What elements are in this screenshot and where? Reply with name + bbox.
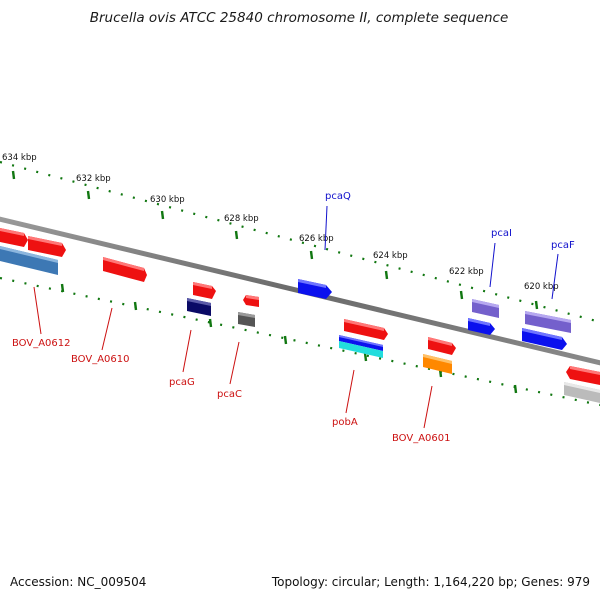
gene-pcaI[interactable] bbox=[472, 299, 499, 318]
gene-pcaG-navy[interactable] bbox=[187, 298, 211, 316]
leader-pcaG bbox=[182, 329, 192, 373]
map-title: Brucella ovis ATCC 25840 chromosome II, … bbox=[90, 10, 509, 26]
forward-genes bbox=[0, 228, 571, 350]
leader-BOV_A0610 bbox=[101, 307, 113, 351]
gene-pobA[interactable] bbox=[339, 335, 383, 358]
gene-pcaC-red[interactable] bbox=[243, 295, 259, 307]
label-pcaQ[interactable]: pcaQ bbox=[325, 191, 351, 202]
gene-blue-arrow-2[interactable] bbox=[522, 328, 567, 350]
kbp-label-632: 632 kbp bbox=[76, 174, 111, 184]
gene-pcaC-gray[interactable] bbox=[238, 312, 255, 327]
label-BOV_A0610[interactable]: BOV_A0610 bbox=[71, 354, 130, 365]
gene-steel-left[interactable] bbox=[0, 246, 58, 275]
gene-red-left-2[interactable] bbox=[28, 236, 66, 257]
gene-blue-arrow-1[interactable] bbox=[468, 318, 495, 335]
leader-pobA bbox=[345, 369, 355, 414]
label-BOV_A0601[interactable]: BOV_A0601 bbox=[392, 433, 451, 444]
label-leaders bbox=[33, 205, 559, 429]
gene-pcaF[interactable] bbox=[525, 311, 571, 333]
gene-red-far-right[interactable] bbox=[566, 366, 600, 385]
topology-summary: Topology: circular; Length: 1,164,220 bp… bbox=[271, 575, 590, 589]
accession-text: Accession: NC_009504 bbox=[10, 575, 146, 589]
label-pcaG[interactable]: pcaG bbox=[169, 377, 195, 388]
gene-BOV_A0601[interactable] bbox=[423, 354, 452, 374]
gene-red-left-1[interactable] bbox=[0, 228, 28, 247]
kbp-label-634: 634 kbp bbox=[2, 153, 37, 163]
kbp-label-620: 620 kbp bbox=[524, 282, 559, 292]
leader-pcaC bbox=[229, 341, 240, 385]
gene-labels: pcaQ pcaI pcaF BOV_A0612 BOV_A0610 pcaG … bbox=[12, 191, 575, 444]
inner-ruler-major-ticks bbox=[60, 283, 518, 394]
gene-pobA-red[interactable] bbox=[344, 319, 388, 340]
outer-ruler-major-ticks bbox=[11, 170, 539, 310]
label-pcaI[interactable]: pcaI bbox=[491, 228, 512, 239]
kbp-label-628: 628 kbp bbox=[224, 214, 259, 224]
reverse-genes bbox=[187, 282, 600, 403]
label-BOV_A0612[interactable]: BOV_A0612 bbox=[12, 338, 71, 349]
gene-pcaG-red[interactable] bbox=[193, 282, 216, 299]
kbp-label-630: 630 kbp bbox=[150, 195, 185, 205]
outer-ruler bbox=[0, 160, 600, 324]
gene-pcaQ[interactable] bbox=[298, 279, 332, 299]
leader-pcaI bbox=[489, 242, 496, 288]
gene-light-far-right[interactable] bbox=[564, 382, 600, 403]
kbp-label-622: 622 kbp bbox=[449, 267, 484, 277]
label-pcaC[interactable]: pcaC bbox=[217, 389, 242, 400]
leader-pcaF bbox=[551, 253, 559, 300]
gene-red-mid[interactable] bbox=[103, 257, 147, 282]
kbp-labels: 634 kbp 632 kbp 630 kbp 628 kbp 626 kbp … bbox=[2, 153, 559, 292]
leader-pcaQ bbox=[324, 205, 328, 251]
label-pobA[interactable]: pobA bbox=[332, 417, 358, 428]
gene-red-right[interactable] bbox=[428, 337, 456, 355]
label-pcaF[interactable]: pcaF bbox=[551, 240, 575, 251]
leader-BOV_A0612 bbox=[33, 286, 42, 335]
kbp-label-626: 626 kbp bbox=[299, 234, 334, 244]
leader-BOV_A0601 bbox=[423, 385, 433, 429]
kbp-label-624: 624 kbp bbox=[373, 251, 408, 261]
